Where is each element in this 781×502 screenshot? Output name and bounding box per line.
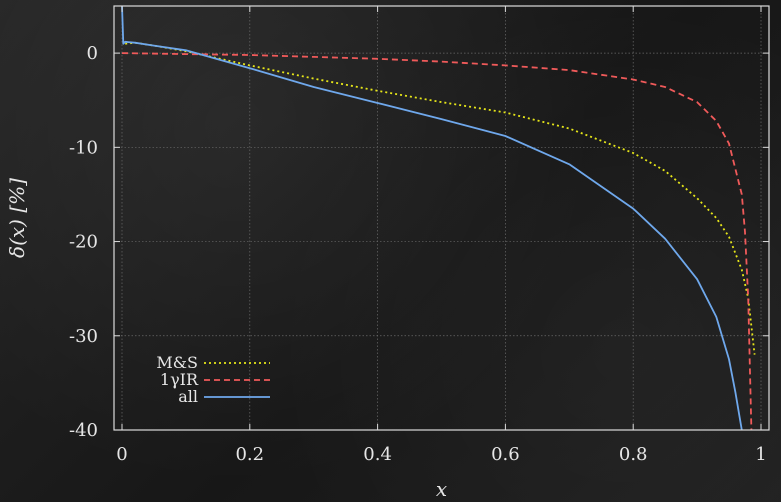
y-tick-label: -10 — [69, 137, 98, 158]
legend-label: M&S — [156, 353, 198, 372]
legend-label: all — [178, 387, 198, 406]
x-tick-label: 1 — [755, 444, 766, 465]
plot-frame — [113, 5, 770, 431]
y-tick-label: -40 — [69, 420, 98, 441]
y-tick-label: -30 — [69, 326, 98, 347]
y-tick-label: -20 — [69, 232, 98, 253]
axis-ticks: 0 0.2 0.4 0.6 0.8 1 0 -10 -20 -30 -40 — [69, 6, 769, 465]
x-axis-label: x — [436, 477, 447, 501]
x-tick-label: 0.6 — [491, 444, 520, 465]
series-group — [121, 6, 756, 430]
y-axis-label: δ(x) [%] — [5, 178, 29, 258]
series-line-all — [121, 6, 743, 430]
x-tick-label: 0.2 — [235, 444, 264, 465]
x-tick-label: 0.4 — [363, 444, 392, 465]
legend-label: 1γIR — [160, 370, 199, 389]
series-line-m-s — [125, 41, 756, 355]
x-tick-label: 0.8 — [619, 444, 648, 465]
grid — [114, 6, 769, 431]
x-tick-label: 0 — [116, 444, 127, 465]
y-tick-label: 0 — [87, 43, 98, 64]
series-line-1-ir — [121, 52, 753, 430]
